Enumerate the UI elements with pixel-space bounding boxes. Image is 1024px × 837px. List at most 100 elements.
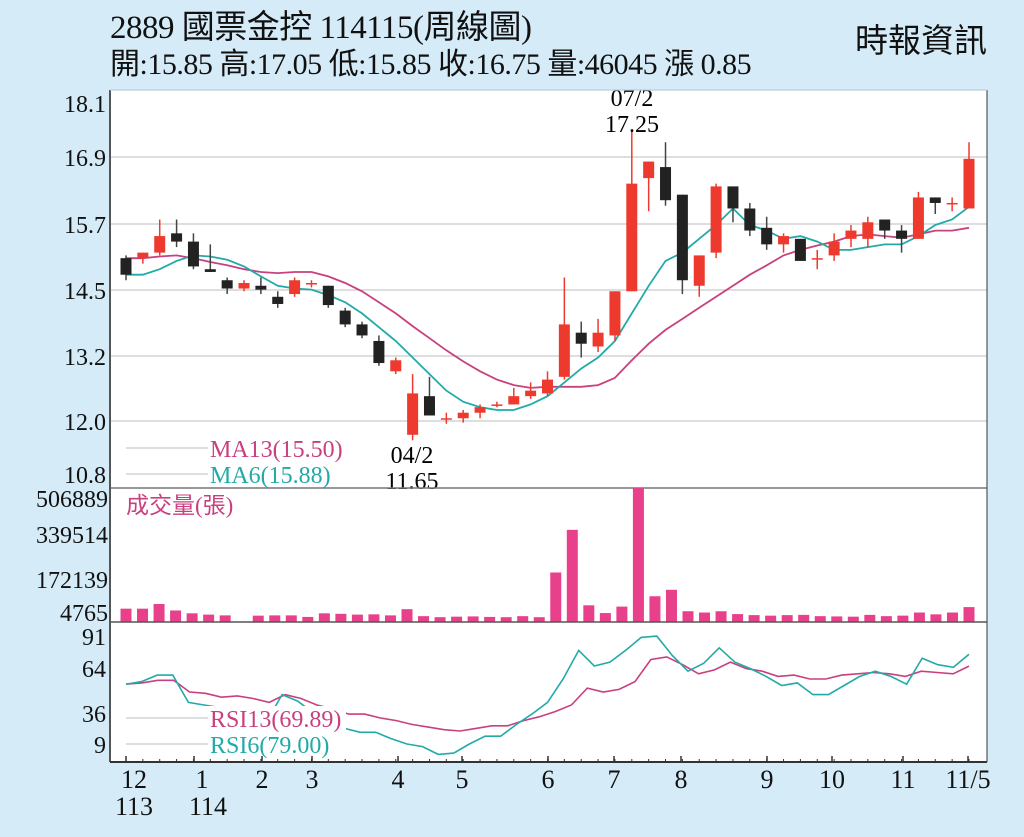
- rsi13-line: [125, 656, 970, 732]
- volume-bar: [748, 615, 760, 622]
- rsi-tick-label: 64: [82, 657, 106, 683]
- candle: [221, 280, 233, 289]
- candle: [474, 407, 486, 413]
- candle: [356, 324, 368, 336]
- candle: [626, 183, 638, 292]
- candle: [862, 222, 874, 239]
- volume-tick-label: 506889: [36, 487, 108, 513]
- chart-title: 2889 國票金控 114115(周線圖): [110, 10, 532, 46]
- volume-bar: [963, 607, 975, 622]
- x-tick-label: 12: [121, 765, 147, 794]
- candle: [811, 258, 823, 260]
- source-label: 時報資訊: [855, 24, 987, 60]
- candle: [305, 283, 317, 285]
- volume-bar: [946, 612, 958, 622]
- volume-bar: [368, 614, 380, 622]
- candle: [609, 291, 621, 336]
- price-tick-label: 13.2: [64, 345, 106, 371]
- candle: [828, 241, 840, 256]
- volume-bar: [318, 613, 330, 622]
- candle: [896, 230, 908, 239]
- volume-bar: [418, 616, 430, 622]
- candle: [946, 202, 958, 205]
- x-tick-label: 9: [761, 765, 774, 794]
- quote-summary: 開:15.85 高:17.05 低:15.85 收:16.75 量:46045 …: [110, 48, 752, 81]
- volume-bar: [153, 604, 165, 622]
- volume-bar: [500, 617, 512, 622]
- candle: [204, 269, 216, 272]
- rsi-tick-label: 36: [82, 702, 106, 728]
- volume-bar: [781, 615, 793, 622]
- volume-bar: [170, 610, 182, 622]
- x-tick-year: 114: [189, 792, 227, 821]
- high-annotation-value: 17.25: [605, 112, 659, 138]
- candle: [423, 396, 435, 416]
- volume-bar: [765, 615, 777, 622]
- rsi-tick-label: 9: [94, 733, 106, 759]
- candle: [457, 412, 469, 419]
- volume-bar: [269, 615, 281, 622]
- volume-bar: [335, 613, 347, 622]
- volume-bar: [682, 611, 694, 622]
- volume-bar: [252, 615, 264, 622]
- x-tick-label: 10: [819, 765, 845, 794]
- price-tick-label: 14.5: [64, 279, 106, 305]
- price-tick-label: 18.1: [64, 92, 106, 118]
- candle: [542, 379, 553, 394]
- volume-bar: [831, 616, 843, 622]
- low-annotation-value: 11.65: [385, 469, 438, 495]
- volume-bar: [913, 612, 925, 622]
- ma6-line: [126, 206, 970, 411]
- candlesticks: [120, 131, 975, 441]
- candle: [289, 280, 301, 295]
- plot-area: [110, 90, 987, 762]
- rsi-legend-0: RSI13(69.89): [210, 707, 341, 733]
- candle: [322, 285, 334, 306]
- ma-legend-1: MA6(15.88): [210, 463, 331, 489]
- x-tick-label: 2: [256, 765, 269, 794]
- candle: [255, 285, 267, 290]
- candle: [508, 396, 520, 405]
- volume-bar: [732, 614, 744, 622]
- x-tick-year: 113: [115, 792, 153, 821]
- volume-bar: [467, 616, 479, 622]
- candle: [407, 393, 419, 435]
- volume-bar: [715, 611, 727, 622]
- x-tick-label: 1: [196, 765, 209, 794]
- x-tick-label: 6: [542, 765, 555, 794]
- x-tick-label: 5: [456, 765, 469, 794]
- volume-bar: [203, 614, 215, 622]
- candle: [727, 186, 739, 209]
- candle: [660, 167, 672, 201]
- candle: [187, 241, 199, 267]
- volume-bar: [434, 617, 446, 622]
- x-tick-label: 11/5: [945, 765, 990, 794]
- candle: [929, 197, 941, 203]
- candle: [794, 238, 806, 261]
- candle: [525, 390, 537, 397]
- volume-bar: [384, 615, 396, 622]
- volume-bar: [930, 614, 942, 622]
- volume-bar: [120, 608, 132, 622]
- candle: [879, 219, 891, 231]
- volume-bar: [219, 615, 231, 622]
- volume-bar: [137, 608, 149, 622]
- volume-tick-label: 4765: [60, 601, 108, 627]
- ma-legend-0: MA13(15.50): [210, 437, 343, 463]
- candle: [963, 158, 975, 209]
- volume-tick-label: 339514: [36, 523, 108, 549]
- candle: [845, 230, 857, 239]
- volume-bar: [550, 572, 562, 622]
- volume-bar: [351, 614, 363, 622]
- volume-title: 成交量(張): [126, 493, 233, 518]
- candle: [693, 255, 705, 286]
- x-tick-label: 8: [675, 765, 688, 794]
- volume-bar: [847, 616, 859, 622]
- volume-bar: [880, 616, 892, 622]
- volume-bar: [583, 605, 595, 622]
- candle: [440, 418, 452, 420]
- volume-bar: [302, 616, 314, 622]
- candle: [575, 332, 587, 344]
- price-tick-label: 12.0: [64, 410, 106, 436]
- price-tick-label: 16.9: [64, 146, 106, 172]
